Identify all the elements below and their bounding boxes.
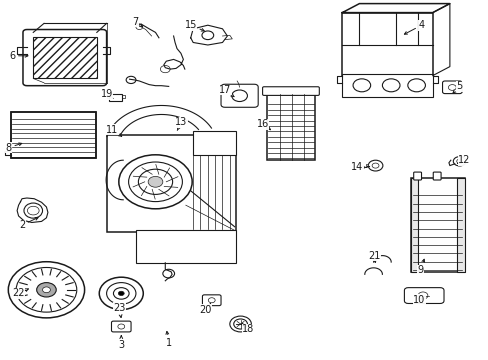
Text: 23: 23 [113,303,125,318]
Circle shape [99,277,143,310]
FancyBboxPatch shape [202,295,221,306]
Text: 11: 11 [106,125,122,136]
Text: 1: 1 [165,332,171,348]
Text: 21: 21 [367,251,380,262]
Bar [11,112,96,158]
Circle shape [128,162,182,202]
FancyBboxPatch shape [413,172,421,180]
Bar [342,13,432,76]
Text: 12: 12 [457,155,470,165]
Text: 4: 4 [404,20,424,34]
Text: 10: 10 [412,295,425,305]
Text: 5: 5 [452,81,462,93]
Bar [410,178,417,272]
Bar [136,230,236,263]
Text: 15: 15 [184,20,204,31]
Circle shape [148,176,163,187]
Text: 8: 8 [6,143,21,153]
Bar [106,135,236,232]
Circle shape [42,287,50,293]
Circle shape [118,291,124,296]
Circle shape [8,262,84,318]
Bar [342,74,432,97]
Text: 22: 22 [12,288,28,298]
Text: 20: 20 [199,304,211,315]
Circle shape [229,316,251,332]
Circle shape [106,283,136,304]
Circle shape [16,267,77,312]
Text: 7: 7 [132,17,142,27]
Circle shape [113,288,129,299]
Bar [108,94,122,101]
FancyBboxPatch shape [262,87,319,95]
Bar [11,112,96,158]
Bar [33,37,97,78]
FancyBboxPatch shape [111,321,131,332]
Circle shape [452,157,465,166]
Text: 9: 9 [417,259,424,275]
Text: 16: 16 [256,119,270,130]
Bar [410,178,464,272]
Bar [266,94,315,160]
Circle shape [119,155,192,209]
Text: 6: 6 [9,51,28,61]
Circle shape [367,160,382,171]
Circle shape [233,319,247,329]
Text: 19: 19 [100,89,113,99]
Text: 17: 17 [218,85,234,97]
FancyBboxPatch shape [404,288,443,303]
Text: 3: 3 [118,336,124,350]
Text: 2: 2 [19,217,38,230]
Bar [456,178,464,272]
Bar [193,131,236,155]
Text: 13: 13 [174,117,187,130]
Circle shape [138,169,172,194]
Text: 14: 14 [350,162,366,172]
Circle shape [37,283,56,297]
Text: 18: 18 [242,324,254,334]
FancyBboxPatch shape [432,172,440,180]
